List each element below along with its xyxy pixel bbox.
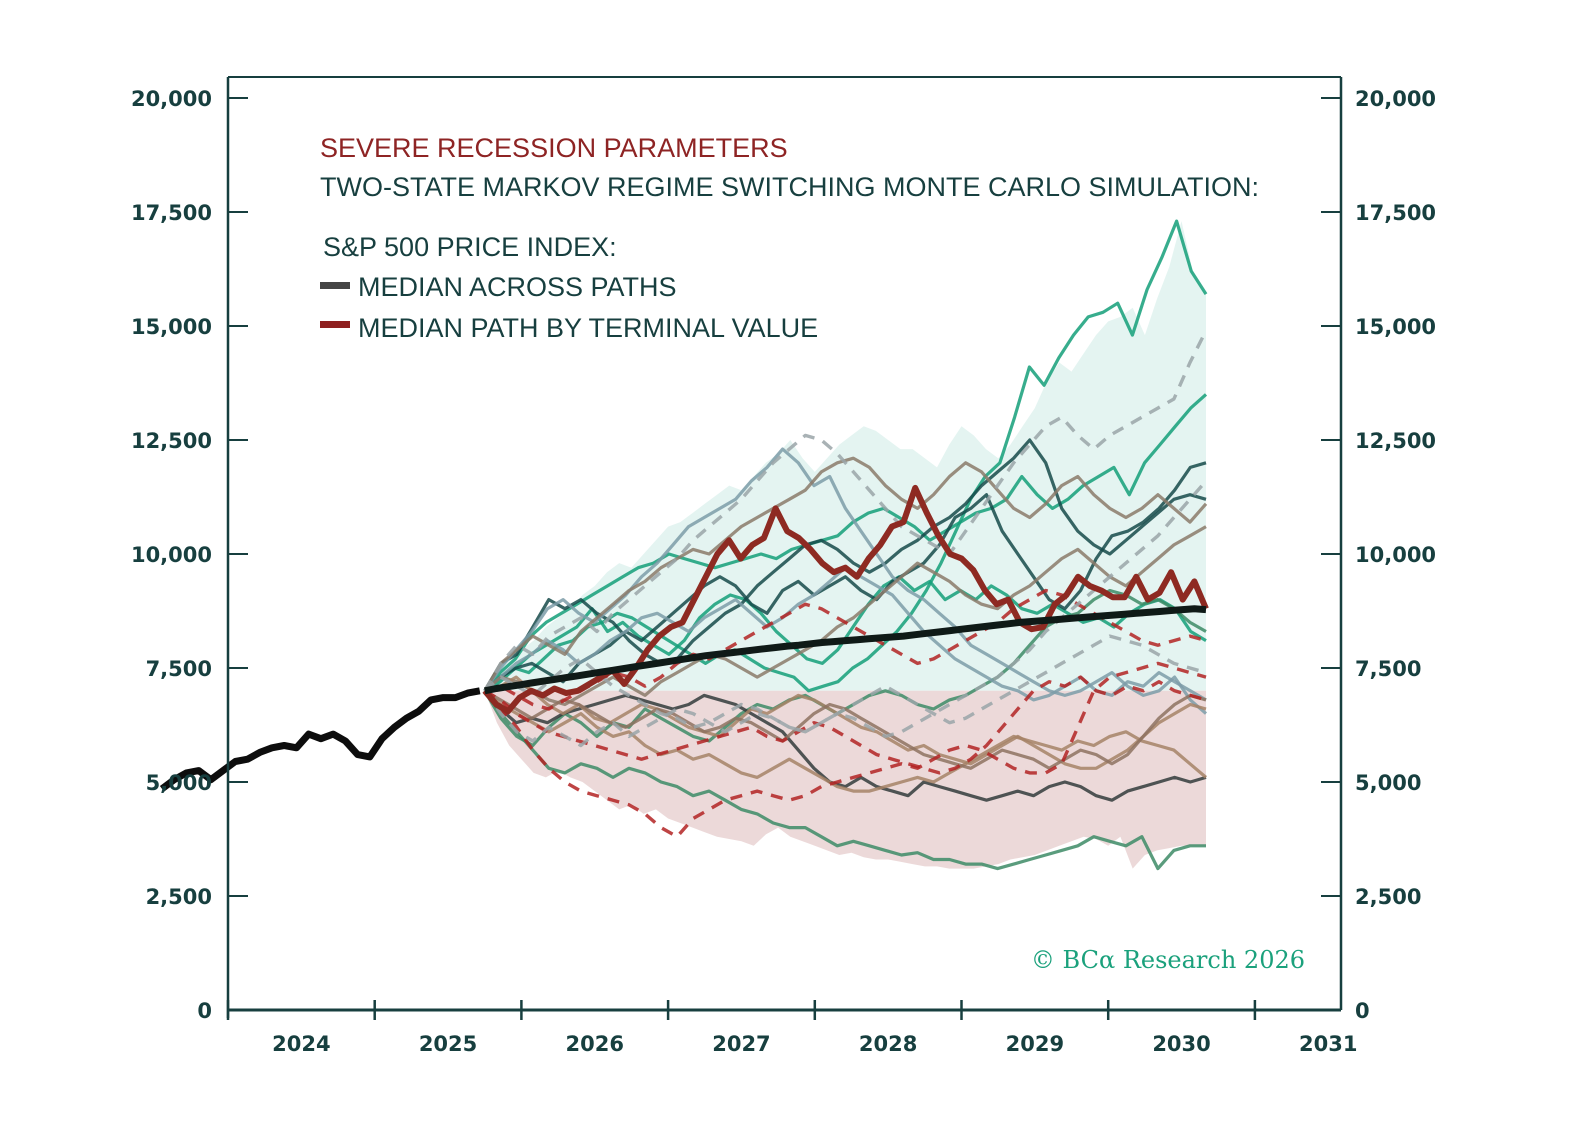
- y-tick-label-left: 0: [197, 999, 212, 1023]
- main-lines: [159, 484, 1209, 792]
- y-tick-label-right: 12,500: [1355, 429, 1436, 453]
- credit-text: © BCα Research 2026: [1031, 946, 1305, 974]
- x-tick-label: 2030: [1152, 1032, 1210, 1056]
- sim-path-path-dark-1: [483, 438, 1207, 692]
- y-tick-label-left: 5,000: [146, 771, 212, 795]
- legend: SEVERE RECESSION PARAMETERS TWO-STATE MA…: [320, 133, 1259, 343]
- sim-path-path-grey-dash-3: [483, 634, 1207, 748]
- sim-path-path-grey-dash-1: [483, 329, 1208, 692]
- chart-title: SEVERE RECESSION PARAMETERS: [320, 133, 788, 163]
- sim-path-path-charcoal: [483, 689, 1207, 802]
- upper-regime-band: [484, 221, 1206, 691]
- sim-path-path-red-dash-3: [483, 675, 1207, 775]
- y-tick-label-left: 15,000: [131, 315, 212, 339]
- median-across-line: [484, 605, 1207, 695]
- x-tick-label: 2028: [859, 1032, 917, 1056]
- x-tick-label: 2031: [1299, 1032, 1357, 1056]
- legend-heading: S&P 500 PRICE INDEX:: [323, 232, 617, 262]
- regime-bands: [484, 221, 1206, 869]
- sim-path-path-slate-1: [483, 447, 1208, 715]
- y-tick-label-left: 2,500: [146, 885, 212, 909]
- legend-swatch-median-across: [320, 282, 350, 289]
- y-tick-label-left: 10,000: [131, 543, 212, 567]
- sim-path-path-grey-dash-2: [483, 479, 1208, 739]
- x-tick-label: 2024: [272, 1032, 330, 1056]
- axes: 0 0 2,500 2,500 5,000 5,000 7,500 7,500 10,000 10…: [131, 76, 1436, 1056]
- legend-swatch-median-terminal: [320, 321, 350, 328]
- lower-regime-band: [484, 690, 1206, 869]
- x-tick-label: 2026: [566, 1032, 624, 1056]
- chart-subtitle: TWO-STATE MARKOV REGIME SWITCHING MONTE …: [320, 172, 1259, 202]
- history-line: [159, 687, 481, 792]
- y-tick-label-right: 15,000: [1355, 315, 1436, 339]
- legend-label-median-across: MEDIAN ACROSS PATHS: [358, 272, 677, 302]
- x-tick-label: 2029: [1006, 1032, 1064, 1056]
- x-tick-label: 2025: [419, 1032, 477, 1056]
- y-tick-label-right: 0: [1355, 999, 1370, 1023]
- y-tick-label-left: 7,500: [146, 657, 212, 681]
- x-tick-label: 2027: [712, 1032, 770, 1056]
- y-tick-label-right: 20,000: [1355, 87, 1436, 111]
- y-tick-label-right: 2,500: [1355, 885, 1421, 909]
- y-tick-label-right: 17,500: [1355, 201, 1436, 225]
- y-tick-label-left: 12,500: [131, 429, 212, 453]
- sim-path-path-tan-1: [483, 689, 1208, 793]
- y-tick-label-right: 5,000: [1355, 771, 1421, 795]
- y-tick-label-left: 20,000: [131, 87, 212, 111]
- y-tick-label-right: 10,000: [1355, 543, 1436, 567]
- legend-label-median-terminal: MEDIAN PATH BY TERMINAL VALUE: [358, 313, 818, 343]
- sim-path-path-tan-3: [483, 689, 1207, 770]
- sim-path-path-green-low: [483, 689, 1206, 871]
- y-tick-label-left: 17,500: [131, 201, 212, 225]
- y-tick-label-right: 7,500: [1355, 657, 1421, 681]
